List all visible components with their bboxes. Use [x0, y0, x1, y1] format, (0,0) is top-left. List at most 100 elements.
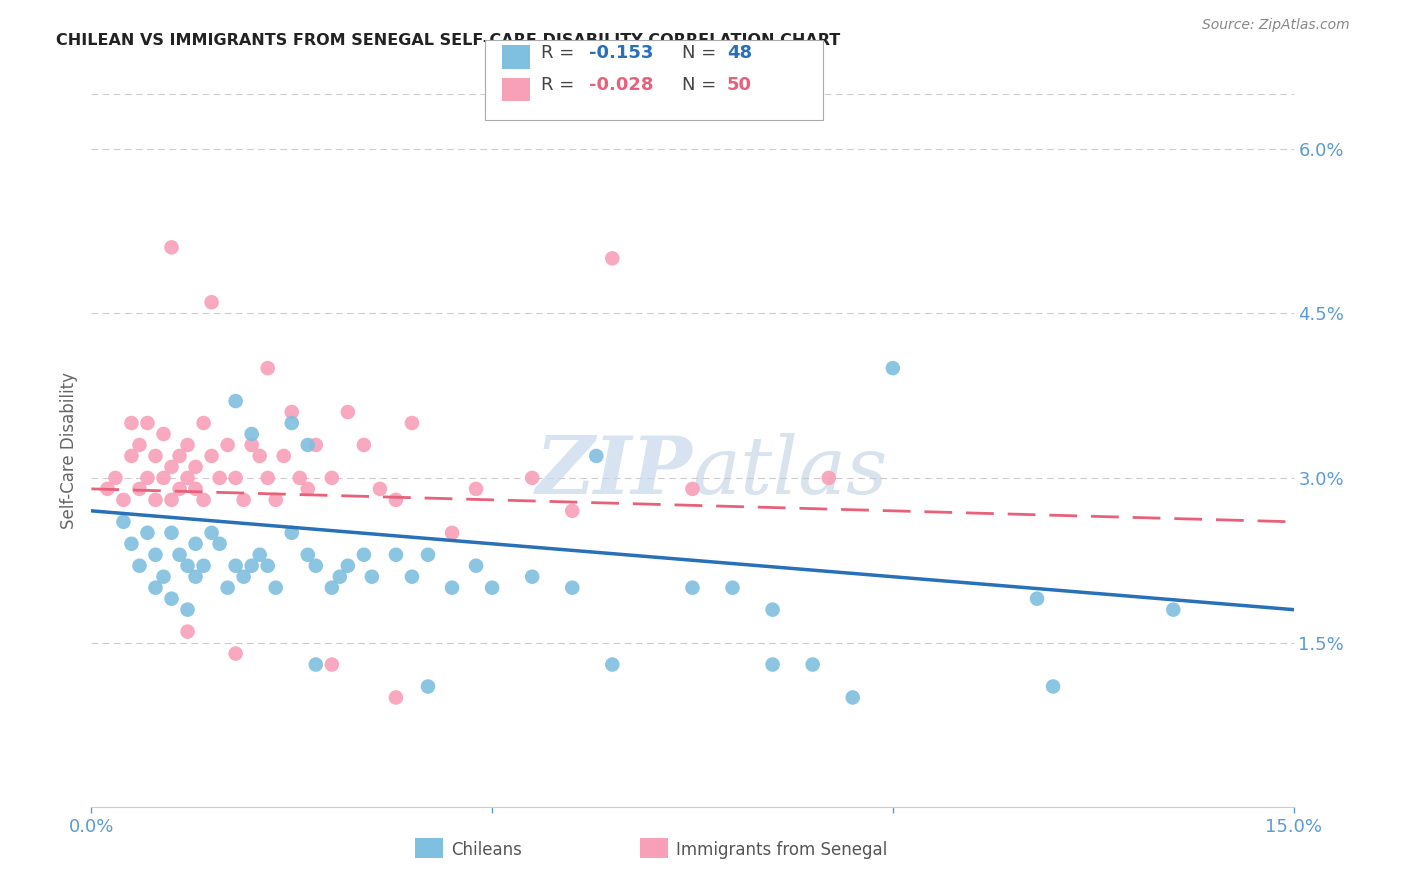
Point	[208, 471, 231, 485]
Point	[281, 405, 304, 419]
Point	[336, 558, 359, 573]
Text: Chileans: Chileans	[451, 841, 522, 859]
Point	[305, 558, 328, 573]
Point	[801, 657, 824, 672]
Point	[240, 438, 263, 452]
Point	[321, 657, 343, 672]
Point	[841, 690, 863, 705]
Point	[256, 558, 278, 573]
Point	[1163, 602, 1185, 616]
Point	[240, 427, 263, 442]
Point	[360, 570, 382, 584]
Text: -0.153: -0.153	[589, 44, 654, 62]
Point	[121, 449, 143, 463]
Point	[721, 581, 744, 595]
Point	[321, 471, 343, 485]
Point	[217, 438, 239, 452]
Point	[232, 570, 254, 584]
Point	[152, 427, 174, 442]
Point	[440, 581, 463, 595]
Point	[882, 361, 904, 376]
Point	[256, 361, 278, 376]
Point	[681, 581, 703, 595]
Point	[121, 537, 143, 551]
Point	[522, 570, 544, 584]
Point	[321, 581, 343, 595]
Point	[136, 471, 159, 485]
Point	[112, 515, 135, 529]
Point	[416, 680, 439, 694]
Point	[169, 548, 191, 562]
Point	[201, 449, 224, 463]
Point	[169, 482, 191, 496]
Point	[128, 558, 150, 573]
Point	[184, 459, 207, 474]
Point	[561, 581, 583, 595]
Text: 48: 48	[727, 44, 752, 62]
Y-axis label: Self-Care Disability: Self-Care Disability	[59, 372, 77, 529]
Point	[145, 449, 167, 463]
Point	[121, 416, 143, 430]
Point	[401, 570, 423, 584]
Point	[225, 558, 247, 573]
Point	[193, 416, 215, 430]
Point	[416, 548, 439, 562]
Point	[440, 525, 463, 540]
Point	[305, 657, 328, 672]
Point	[249, 449, 271, 463]
Text: R =: R =	[541, 44, 581, 62]
Point	[385, 492, 408, 507]
Text: N =: N =	[682, 76, 721, 94]
Point	[264, 492, 287, 507]
Point	[385, 548, 408, 562]
Point	[281, 525, 304, 540]
Point	[152, 570, 174, 584]
Point	[465, 482, 488, 496]
Point	[585, 449, 607, 463]
Point	[602, 252, 624, 266]
Point	[160, 459, 183, 474]
Text: CHILEAN VS IMMIGRANTS FROM SENEGAL SELF-CARE DISABILITY CORRELATION CHART: CHILEAN VS IMMIGRANTS FROM SENEGAL SELF-…	[56, 33, 841, 47]
Point	[136, 525, 159, 540]
Point	[201, 295, 224, 310]
Point	[160, 492, 183, 507]
Point	[288, 471, 311, 485]
Point	[169, 449, 191, 463]
Point	[145, 492, 167, 507]
Point	[128, 438, 150, 452]
Point	[465, 558, 488, 573]
Point	[1026, 591, 1049, 606]
Point	[145, 581, 167, 595]
Point	[208, 537, 231, 551]
Point	[184, 482, 207, 496]
Point	[249, 548, 271, 562]
Point	[136, 416, 159, 430]
Point	[522, 471, 544, 485]
Point	[176, 602, 198, 616]
Point	[184, 570, 207, 584]
Text: -0.028: -0.028	[589, 76, 654, 94]
Point	[401, 416, 423, 430]
Point	[273, 449, 295, 463]
Point	[176, 624, 198, 639]
Point	[128, 482, 150, 496]
Point	[481, 581, 503, 595]
Point	[160, 240, 183, 254]
Point	[762, 602, 785, 616]
Point	[160, 591, 183, 606]
Point	[152, 471, 174, 485]
Point	[385, 690, 408, 705]
Point	[193, 558, 215, 573]
Point	[160, 525, 183, 540]
Point	[264, 581, 287, 595]
Point	[329, 570, 352, 584]
Point	[112, 492, 135, 507]
Point	[232, 492, 254, 507]
Point	[336, 405, 359, 419]
Point	[217, 581, 239, 595]
Point	[762, 657, 785, 672]
Text: atlas: atlas	[692, 434, 887, 510]
Point	[96, 482, 118, 496]
Point	[561, 504, 583, 518]
Point	[305, 438, 328, 452]
